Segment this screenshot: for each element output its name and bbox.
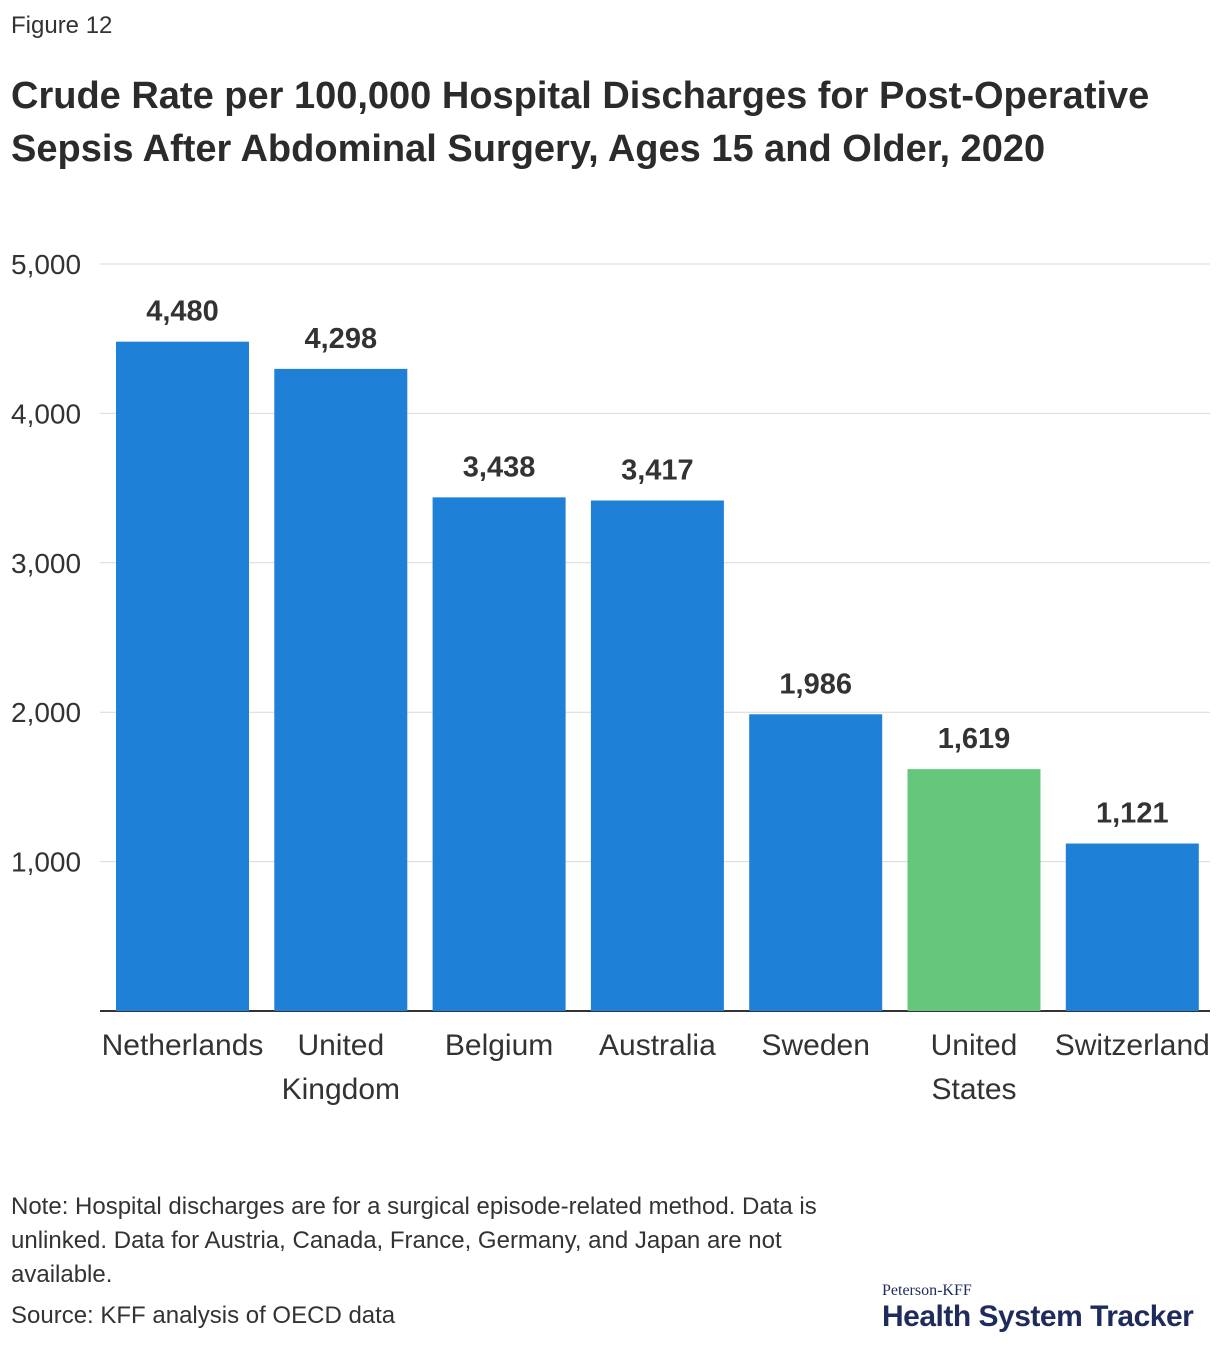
bar (907, 769, 1041, 1011)
figure-label: Figure 12 (11, 12, 113, 39)
x-tick-label: Switzerland (1055, 1029, 1210, 1062)
bar (274, 368, 408, 1011)
data-label: 1,121 (1096, 798, 1169, 830)
data-label: 3,417 (621, 455, 694, 487)
y-tick-label: 4,000 (11, 398, 81, 429)
data-label: 1,986 (779, 668, 852, 700)
data-label: 1,619 (938, 723, 1011, 755)
note-text: Note: Hospital discharges are for a surg… (11, 1193, 817, 1288)
y-tick-label: 5,000 (11, 249, 81, 280)
source-text: Source: KFF analysis of OECD data (11, 1302, 396, 1329)
y-tick-label: 2,000 (11, 697, 81, 728)
x-tick-label: Australia (599, 1029, 716, 1062)
x-tick-label: Sweden (761, 1029, 869, 1062)
chart-title: Crude Rate per 100,000 Hospital Discharg… (11, 75, 1150, 170)
bar (749, 714, 883, 1011)
data-label: 4,298 (305, 323, 378, 355)
x-tick-label: Netherlands (102, 1029, 264, 1062)
brand-logo: Peterson-KFF Health System Tracker (882, 1282, 1212, 1334)
logo-title: Health System Tracker (882, 1300, 1194, 1333)
bar-chart: 1,000 2,000 3,000 4,000 5,000 4,480 Netherland… (11, 249, 1210, 1106)
y-tick-label: 3,000 (11, 548, 81, 579)
logo-subtitle: Peterson-KFF (882, 1282, 972, 1299)
x-tick-label: Kingdom (282, 1073, 400, 1106)
y-tick-label: 1,000 (11, 847, 81, 878)
bar (1065, 843, 1199, 1011)
label-layer: 1,000 2,000 3,000 4,000 5,000 4,480 Netherland… (11, 249, 1210, 1106)
bar (432, 497, 566, 1011)
bar-layer (116, 341, 1199, 1011)
x-tick-label: United (931, 1029, 1018, 1062)
x-tick-label: Belgium (445, 1029, 553, 1062)
bar (590, 500, 724, 1011)
x-tick-label: United (297, 1029, 384, 1062)
data-label: 3,438 (463, 451, 536, 483)
bar (116, 341, 249, 1011)
data-label: 4,480 (146, 296, 219, 328)
x-tick-label: States (931, 1073, 1016, 1106)
